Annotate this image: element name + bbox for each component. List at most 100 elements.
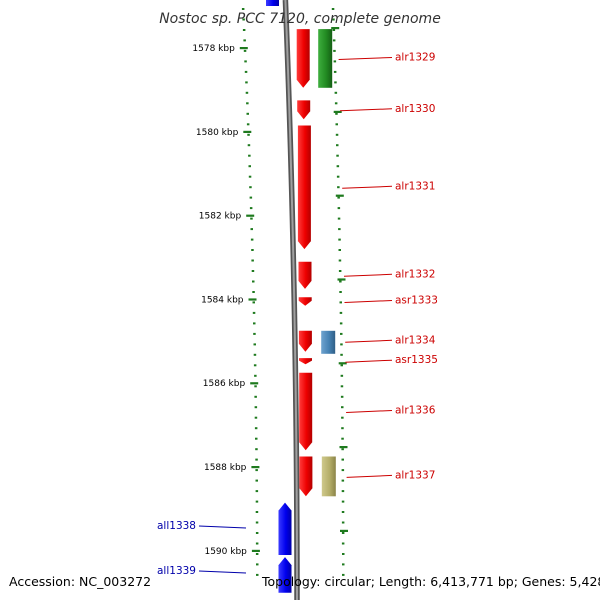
minor-tick-right — [336, 154, 339, 157]
gene-label-alr1336[interactable]: alr1336 — [395, 405, 436, 417]
minor-tick-left — [256, 573, 259, 576]
gene-label-asr1335[interactable]: asr1335 — [395, 354, 438, 366]
gene-leader-line — [345, 339, 393, 343]
tick-label: 1584 kbp — [201, 295, 244, 305]
minor-tick-right — [341, 532, 345, 534]
minor-tick-left — [254, 374, 257, 377]
feature-bar — [321, 330, 336, 354]
backbone-highlight — [284, 0, 298, 600]
gene-label-all1339[interactable]: all1339 — [157, 565, 196, 577]
minor-tick-right — [336, 165, 340, 168]
minor-tick-left — [250, 228, 253, 231]
gene-leader-line — [345, 359, 393, 363]
major-tick-left — [243, 130, 252, 133]
minor-tick-right — [333, 49, 336, 52]
minor-tick-right — [332, 39, 336, 42]
minor-tick-left — [253, 364, 257, 367]
minor-tick-right — [338, 270, 342, 272]
feature-bar — [321, 456, 336, 497]
gene-arrow-alr1337[interactable] — [299, 456, 313, 497]
map-title: Nostoc sp. PCC 7120, complete genome — [159, 11, 441, 27]
minor-tick-dots — [241, 8, 345, 576]
gene-label-asr1333[interactable]: asr1333 — [395, 295, 438, 307]
major-tick-left — [251, 549, 260, 552]
tick-label: 1582 kbp — [199, 212, 242, 222]
gene-leader-line — [198, 570, 247, 574]
gene-arrow-alr1336[interactable] — [299, 372, 313, 451]
gene-leader-line — [198, 525, 247, 529]
minor-tick-right — [331, 8, 335, 10]
minor-tick-right — [339, 280, 342, 283]
gene-label-alr1337[interactable]: alr1337 — [395, 469, 435, 481]
gene-arrow-alr1331[interactable] — [297, 125, 311, 250]
minor-tick-left — [253, 332, 256, 335]
minor-tick-left — [254, 406, 258, 409]
tick-label: 1590 kbp — [204, 547, 247, 557]
minor-tick-right — [334, 102, 338, 105]
gene-leader-line — [342, 185, 393, 189]
gene-label-all1338[interactable]: all1338 — [157, 520, 196, 532]
minor-tick-left — [255, 532, 259, 534]
minor-tick-left — [253, 322, 256, 325]
gene-label-alr1329[interactable]: alr1329 — [395, 52, 435, 64]
gene-arrow-alr1330[interactable] — [297, 100, 311, 120]
minor-tick-left — [245, 81, 248, 84]
major-tick-right — [338, 362, 347, 365]
minor-tick-left — [255, 479, 258, 482]
axis-ticks: 1578 kbp 1580 kbp 1582 kbp 1584 kbp 1586 kbp… — [192, 27, 348, 557]
minor-tick-right — [341, 458, 344, 461]
gene-label-alr1331[interactable]: alr1331 — [395, 180, 435, 192]
gene-arrow-partial — [266, 0, 279, 6]
minor-tick-right — [333, 70, 337, 73]
minor-tick-left — [255, 437, 258, 440]
minor-tick-left — [251, 249, 254, 251]
major-tick-right — [335, 194, 344, 197]
minor-tick-left — [255, 511, 259, 513]
minor-tick-left — [253, 343, 256, 346]
minor-tick-left — [251, 259, 254, 262]
gene-label-alr1330[interactable]: alr1330 — [395, 103, 435, 115]
minor-tick-right — [341, 500, 345, 503]
gene-arrow-asr1335[interactable] — [299, 358, 312, 365]
minor-tick-left — [254, 385, 257, 388]
minor-tick-right — [342, 573, 345, 576]
minor-tick-left — [246, 102, 249, 105]
gene-arrow-alr1329[interactable] — [296, 29, 310, 88]
minor-tick-right — [333, 60, 337, 63]
minor-tick-left — [247, 133, 250, 136]
gene-arrow-all1338[interactable] — [278, 502, 292, 555]
gene-leader-line — [346, 410, 393, 413]
minor-tick-left — [250, 217, 253, 220]
minor-tick-left — [250, 238, 254, 241]
minor-tick-right — [341, 437, 344, 440]
gene-label-alr1332[interactable]: alr1332 — [395, 268, 435, 280]
minor-tick-left — [252, 301, 255, 304]
minor-tick-left — [255, 469, 258, 472]
feature-bar — [318, 29, 333, 88]
gene-arrow-asr1333[interactable] — [298, 297, 312, 306]
minor-tick-left — [248, 154, 251, 157]
gene-leader-line — [344, 300, 393, 303]
minor-tick-left — [252, 291, 255, 293]
minor-tick-right — [341, 521, 345, 524]
tick-label: 1586 kbp — [203, 379, 246, 389]
minor-tick-left — [249, 207, 253, 210]
major-tick-right — [331, 27, 340, 30]
minor-tick-left — [244, 60, 247, 63]
minor-tick-right — [332, 18, 335, 21]
minor-tick-right — [341, 448, 344, 451]
gene-arrow-all1339[interactable] — [278, 557, 292, 593]
minor-tick-right — [338, 238, 341, 241]
gene-label-alr1334[interactable]: alr1334 — [395, 334, 436, 346]
gene-leader-line — [343, 273, 393, 277]
minor-tick-left — [255, 542, 259, 545]
minor-tick-right — [336, 175, 340, 178]
gene-track — [266, 0, 313, 593]
minor-tick-left — [249, 196, 253, 199]
gene-labels: alr1329 alr1330 alr1331 alr1332 asr1333 alr13… — [157, 52, 438, 578]
gene-arrow-alr1334[interactable] — [298, 330, 312, 352]
minor-tick-left — [248, 175, 252, 178]
gene-arrow-alr1332[interactable] — [298, 261, 312, 289]
minor-tick-right — [340, 332, 343, 335]
